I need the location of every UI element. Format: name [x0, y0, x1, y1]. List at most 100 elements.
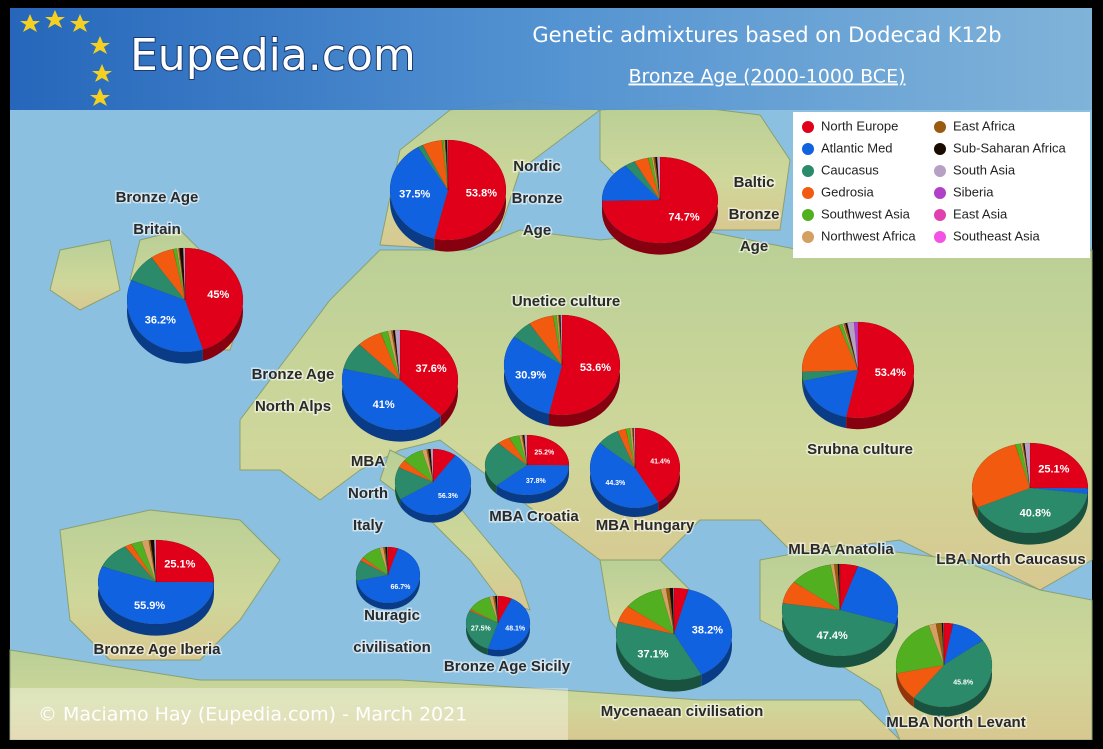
pie-label: Age — [740, 238, 768, 255]
pie-slice — [839, 565, 899, 625]
legend-swatch — [934, 143, 946, 155]
legend-label: Southwest Asia — [821, 206, 911, 221]
pie-depth — [390, 147, 435, 251]
value-label: 37.8% — [526, 478, 547, 485]
pie-slice — [469, 608, 499, 624]
legend-label: East Africa — [953, 118, 1016, 133]
pie-slice — [1022, 443, 1031, 489]
pie-slice — [601, 165, 661, 202]
pie-slice — [496, 595, 499, 624]
pie-slice — [421, 449, 434, 483]
pie-slice — [443, 139, 449, 191]
pie-label: Bronze Age Iberia — [94, 641, 222, 658]
pie-slice — [846, 321, 859, 371]
pie-slice — [559, 314, 563, 366]
pie-slice — [943, 622, 954, 666]
pie-slice — [433, 139, 507, 241]
pie-slice — [465, 610, 499, 649]
pie-slice — [624, 161, 661, 201]
pie-slice — [492, 595, 499, 624]
pie-label: LBA North Caucasus — [936, 551, 1085, 568]
pie-slice — [398, 460, 434, 483]
pie-slice — [1023, 442, 1031, 489]
pie-slice — [633, 157, 661, 201]
pie-depth — [803, 380, 847, 429]
pie-slice — [362, 547, 389, 576]
pie-slice — [184, 247, 244, 350]
pie-slice — [625, 427, 636, 469]
pie-depth — [342, 368, 441, 442]
pie-slice — [355, 560, 389, 582]
pie-slice — [941, 622, 945, 666]
pie-label: Baltic — [734, 174, 775, 191]
pie-slice — [627, 588, 675, 635]
value-label: 25.1% — [164, 559, 195, 571]
pie-slice — [178, 247, 186, 301]
pie-slice — [445, 139, 449, 191]
pie-slice — [853, 321, 859, 371]
pie: 38.2% 37.1% — [615, 587, 733, 692]
pie-slice — [432, 448, 456, 483]
pie: 66.7% — [355, 546, 421, 610]
pie-label: MLBA Anatolia — [788, 541, 894, 558]
value-label: 53.4% — [875, 367, 906, 379]
pie-slice — [150, 539, 157, 583]
pie-slice — [841, 323, 859, 371]
legend-label: Caucasus — [821, 162, 879, 177]
pie-slice — [833, 563, 841, 611]
pie-slice — [896, 664, 945, 699]
pie-slice — [801, 324, 859, 373]
pie-slice — [487, 598, 531, 651]
pie-slice — [387, 546, 399, 576]
pie-depth — [615, 621, 702, 692]
pie-slice — [513, 323, 563, 366]
pie-slice — [97, 566, 215, 625]
pie-slice — [971, 444, 1031, 508]
pie-label: MBA Croatia — [489, 508, 579, 525]
pie-label: Bronze Age Sicily — [444, 658, 571, 675]
pie-slice — [389, 146, 449, 239]
pie-slice — [928, 623, 945, 666]
value-label: 38.2% — [692, 625, 723, 637]
pie-slice — [631, 427, 636, 469]
value-label: 37.6% — [416, 363, 447, 375]
pie-slice — [497, 437, 528, 466]
pie-slice — [943, 623, 984, 666]
pie-label: Britain — [133, 221, 181, 238]
pie-slice — [837, 563, 841, 611]
value-label: 44.3% — [605, 480, 626, 487]
pie-depth — [466, 610, 488, 656]
value-label: 56.3% — [438, 493, 459, 500]
header-band — [10, 8, 1092, 110]
pie-slice — [782, 581, 841, 611]
legend-swatch — [802, 121, 814, 133]
value-label: 74.7% — [668, 211, 699, 223]
pie-slice — [126, 279, 204, 353]
pie-slice — [484, 442, 528, 486]
pie-slice — [665, 587, 675, 635]
legend-swatch — [802, 231, 814, 243]
value-label: 48.1% — [505, 626, 526, 633]
legend-label: Gedrosia — [821, 184, 875, 199]
pie-slice — [977, 487, 1088, 534]
pie: 53.4% — [801, 321, 915, 430]
pie-slice — [845, 322, 859, 371]
pie-slice — [399, 329, 459, 416]
pie-label: Unetice culture — [512, 293, 620, 310]
value-label: 55.9% — [134, 600, 165, 612]
pie-label: civilisation — [353, 639, 431, 656]
legend-label: South Asia — [953, 162, 1016, 177]
pie-slice — [383, 546, 389, 576]
pie-label: North Alps — [255, 398, 331, 415]
pie-slice — [379, 547, 389, 576]
value-label: 30.9% — [515, 369, 546, 381]
pie: 25.1% 40.8% — [971, 442, 1089, 545]
legend-label: Siberia — [953, 184, 994, 199]
legend-swatch — [802, 143, 814, 155]
pie-slice — [176, 248, 186, 301]
pie-slice — [526, 434, 570, 466]
pie-label: Bronze Age — [252, 366, 335, 383]
pie-slice — [155, 539, 215, 583]
